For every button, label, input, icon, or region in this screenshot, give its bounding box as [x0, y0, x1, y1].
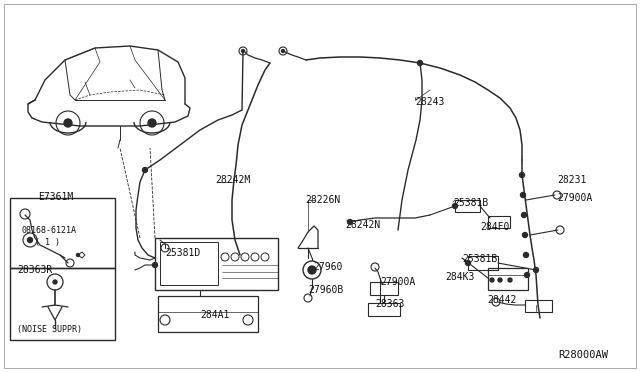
Bar — [525, 300, 552, 312]
Text: 28243: 28243 — [415, 97, 444, 107]
Circle shape — [534, 267, 538, 273]
Text: 25381B: 25381B — [453, 198, 488, 208]
Circle shape — [64, 119, 72, 127]
Bar — [488, 216, 510, 228]
Text: R28000AW: R28000AW — [558, 350, 608, 360]
Circle shape — [522, 212, 527, 218]
Circle shape — [77, 253, 79, 257]
Bar — [455, 200, 480, 212]
Circle shape — [241, 49, 244, 52]
Text: 08168-6121A: 08168-6121A — [22, 226, 77, 235]
Circle shape — [465, 260, 470, 266]
Circle shape — [348, 219, 353, 224]
Circle shape — [525, 273, 529, 278]
Circle shape — [498, 278, 502, 282]
Circle shape — [282, 49, 285, 52]
Circle shape — [28, 237, 33, 243]
Bar — [488, 268, 528, 290]
Bar — [370, 282, 398, 295]
Circle shape — [53, 280, 57, 284]
Text: 284A1: 284A1 — [200, 310, 229, 320]
Bar — [160, 242, 218, 285]
Text: 28231: 28231 — [557, 175, 586, 185]
Text: 28363R: 28363R — [17, 265, 52, 275]
Bar — [155, 238, 278, 290]
Circle shape — [452, 203, 458, 208]
Bar — [468, 256, 498, 270]
Text: 25381B: 25381B — [462, 254, 497, 264]
Text: 284K3: 284K3 — [445, 272, 474, 282]
Text: ( 1 ): ( 1 ) — [35, 238, 60, 247]
Circle shape — [520, 173, 525, 177]
Bar — [10, 268, 115, 340]
Circle shape — [520, 192, 525, 198]
Text: 28242M: 28242M — [215, 175, 250, 185]
Circle shape — [148, 119, 156, 127]
Text: 27960B: 27960B — [308, 285, 343, 295]
Bar — [10, 198, 115, 268]
Circle shape — [143, 167, 147, 173]
Text: 27900A: 27900A — [557, 193, 592, 203]
Text: 25381D: 25381D — [165, 248, 200, 258]
Text: E7361M: E7361M — [38, 192, 73, 202]
Circle shape — [490, 278, 494, 282]
Circle shape — [522, 232, 527, 237]
Bar — [368, 303, 400, 316]
Text: 27900A: 27900A — [380, 277, 415, 287]
Text: 28442: 28442 — [487, 295, 516, 305]
Circle shape — [152, 263, 157, 267]
Text: (NOISE SUPPR): (NOISE SUPPR) — [17, 325, 82, 334]
Circle shape — [308, 266, 316, 274]
Circle shape — [508, 278, 512, 282]
Circle shape — [524, 253, 529, 257]
Text: 284F0: 284F0 — [480, 222, 509, 232]
Bar — [158, 296, 258, 332]
Text: 28242N: 28242N — [345, 220, 380, 230]
Text: 27960: 27960 — [313, 262, 342, 272]
Circle shape — [417, 61, 422, 65]
Text: 28363: 28363 — [375, 299, 404, 309]
Text: 28226N: 28226N — [305, 195, 340, 205]
